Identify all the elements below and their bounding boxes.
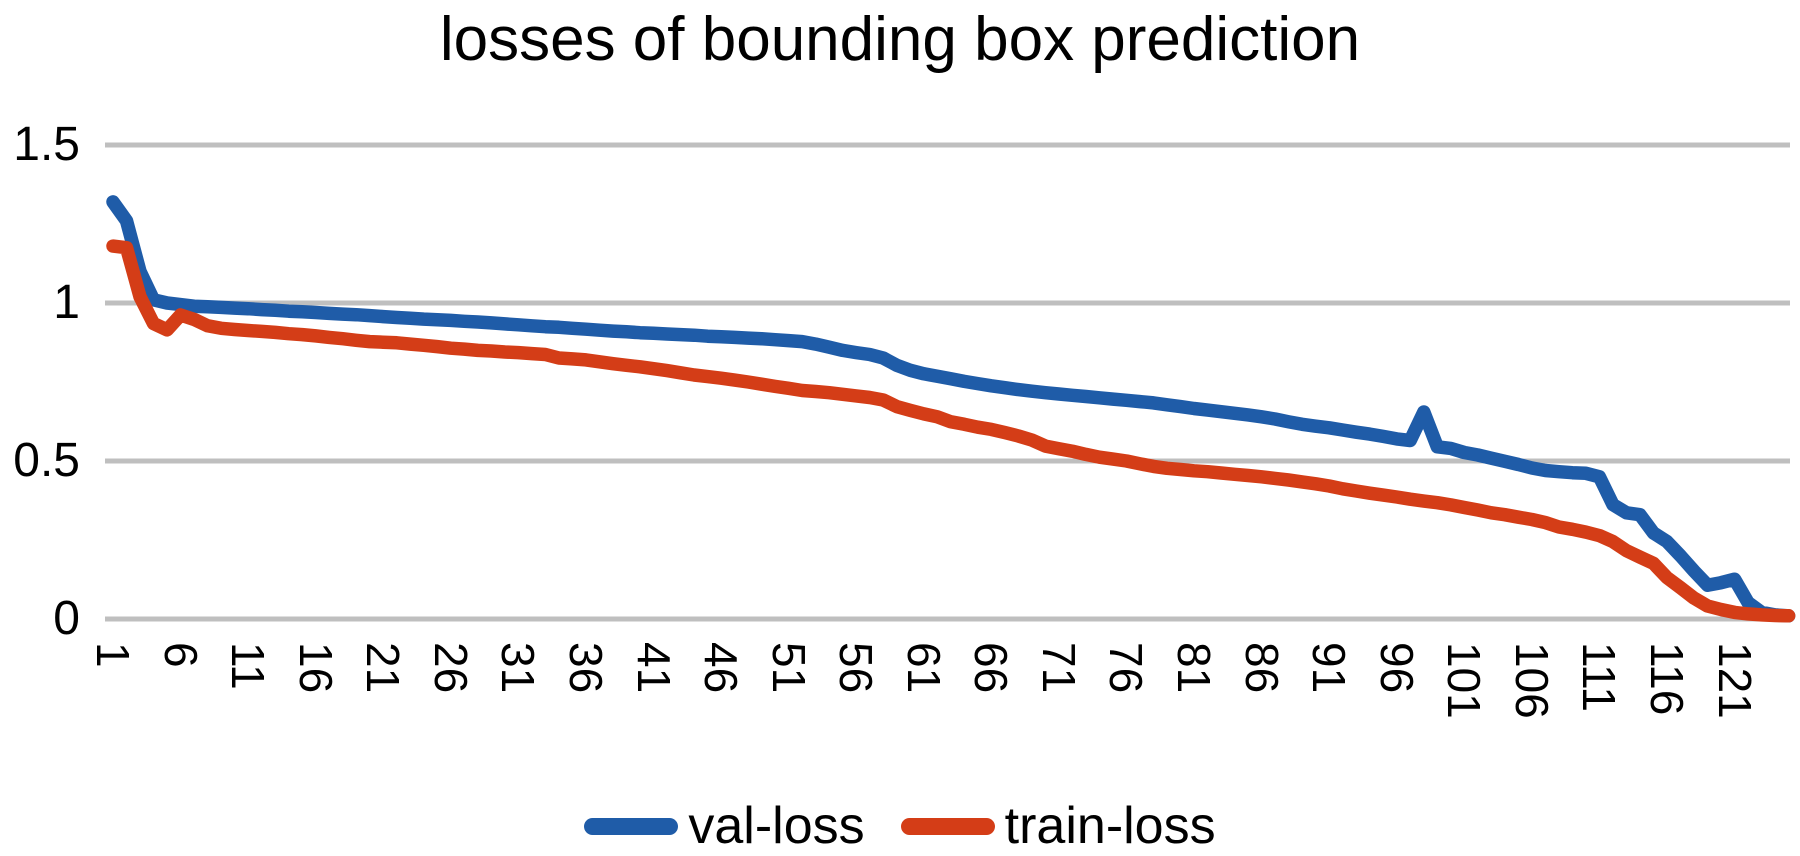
chart-title: losses of bounding box prediction: [439, 5, 1361, 74]
y-tick-label-0.5: 0.5: [13, 434, 80, 487]
x-tick-label-96: 96: [1370, 642, 1423, 694]
val-loss-swatch: [584, 817, 679, 835]
y-tick-label-1.5: 1.5: [13, 118, 80, 171]
x-tick-label-106: 106: [1505, 642, 1558, 719]
y-tick-label-1: 1: [53, 276, 80, 329]
x-tick-label-36: 36: [559, 642, 612, 694]
x-tick-label-111: 111: [1573, 642, 1626, 712]
x-tick-label-61: 61: [897, 642, 950, 694]
x-tick-label-66: 66: [965, 642, 1018, 694]
x-tick-label-121: 121: [1708, 642, 1761, 719]
x-tick-label-86: 86: [1235, 642, 1288, 694]
x-tick-label-31: 31: [492, 642, 545, 694]
x-tick-label-1: 1: [87, 642, 139, 668]
x-tick-label-21: 21: [357, 642, 410, 694]
x-tick-label-46: 46: [695, 642, 748, 694]
val-loss-line: [106, 195, 1796, 623]
x-tick-label-101: 101: [1438, 642, 1491, 719]
x-tick-label-6: 6: [154, 642, 207, 668]
train-loss-swatch: [900, 817, 995, 835]
x-tick-label-81: 81: [1168, 642, 1221, 694]
x-tick-label-91: 91: [1303, 642, 1356, 694]
x-tick-label-51: 51: [762, 642, 815, 694]
y-tick-label-0: 0: [53, 592, 80, 645]
x-tick-label-11: 11: [222, 642, 275, 690]
x-tick-label-56: 56: [830, 642, 883, 694]
x-tick-label-116: 116: [1640, 642, 1693, 716]
x-tick-label-16: 16: [289, 642, 342, 694]
x-tick-label-41: 41: [627, 642, 680, 694]
legend: val-loss train-loss: [0, 796, 1800, 856]
x-tick-label-26: 26: [424, 642, 477, 694]
val-loss-legend-label: val-loss: [688, 797, 865, 855]
train-loss-legend-label: train-loss: [1004, 797, 1216, 855]
x-tick-label-71: 71: [1032, 642, 1085, 694]
x-tick-label-76: 76: [1100, 642, 1153, 694]
train-loss-line: [106, 239, 1796, 623]
